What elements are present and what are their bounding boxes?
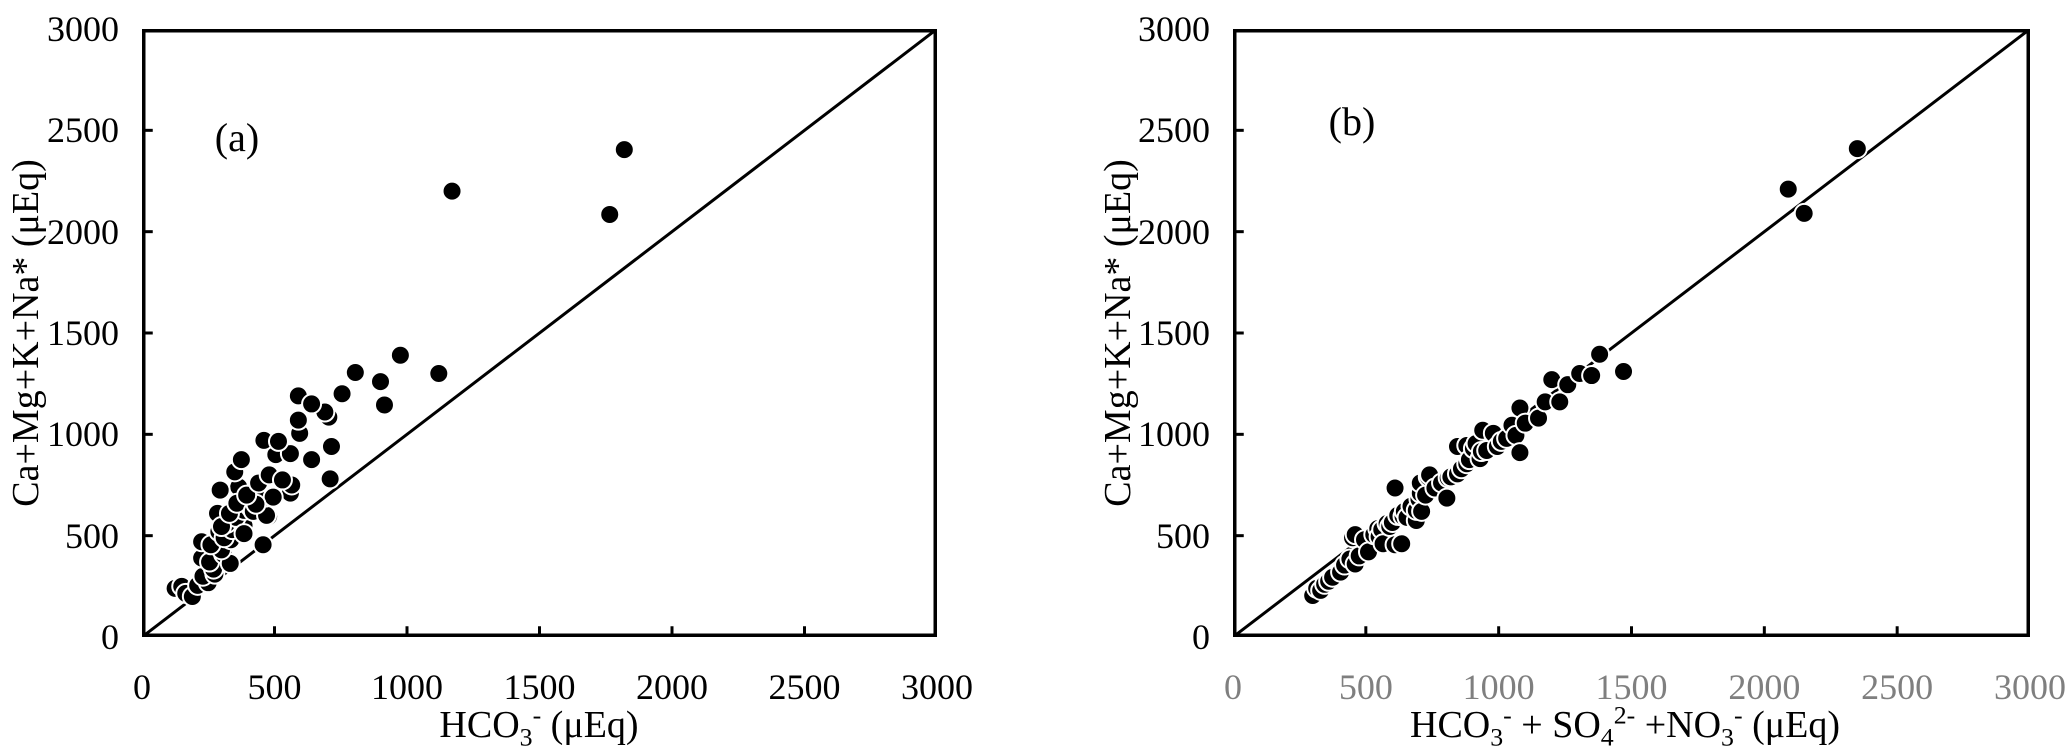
y-tick-label: 500 bbox=[65, 515, 119, 556]
x-tick-label: 3000 bbox=[901, 667, 973, 707]
panel-letter-a: (a) bbox=[214, 115, 260, 160]
y-tick-label: 1500 bbox=[47, 313, 119, 353]
data-point bbox=[1384, 477, 1406, 499]
formula-sup: - bbox=[1503, 700, 1512, 730]
x-tick-label: 500 bbox=[247, 667, 302, 707]
x-axis-title-a: HCO3- (μEq) bbox=[439, 702, 639, 749]
formula-sub: 4 bbox=[1600, 722, 1614, 749]
plot-area-b bbox=[1233, 29, 2030, 637]
y-tick-label: 3000 bbox=[47, 9, 119, 49]
data-point bbox=[233, 523, 255, 545]
y-tick-label: 2000 bbox=[1138, 211, 1210, 252]
x-tick-label: 2500 bbox=[1861, 667, 1934, 707]
data-point bbox=[320, 435, 342, 457]
formula-text: (μEq) bbox=[541, 704, 639, 746]
formula-sub: 3 bbox=[1721, 722, 1734, 749]
formula-sub: 3 bbox=[519, 722, 533, 749]
data-point bbox=[1581, 365, 1603, 387]
data-point bbox=[428, 363, 450, 385]
x-tick-label: 2000 bbox=[1728, 667, 1801, 707]
formula-sup: 2- bbox=[1613, 700, 1636, 730]
y-tick-label: 0 bbox=[101, 617, 119, 657]
formula-sup: - bbox=[1733, 700, 1743, 730]
x-tick-label: 0 bbox=[1224, 667, 1242, 707]
data-point bbox=[301, 449, 323, 471]
data-point bbox=[370, 371, 391, 393]
data-point bbox=[599, 203, 621, 225]
data-point bbox=[1613, 361, 1635, 383]
formula-text: HCO bbox=[439, 704, 520, 746]
x-tick-label: 1000 bbox=[1462, 667, 1535, 707]
x-axis-title-b: HCO3- + SO42- +NO3- (μEq) bbox=[1410, 702, 1840, 749]
formula-sub: 3 bbox=[1490, 722, 1504, 749]
data-point bbox=[1509, 442, 1531, 464]
formula-text: + SO bbox=[1511, 704, 1601, 746]
x-tick-label: 3000 bbox=[1994, 667, 2066, 707]
data-point bbox=[1793, 202, 1815, 224]
data-point bbox=[373, 394, 395, 416]
data-point bbox=[230, 449, 252, 471]
y-tick-label: 2000 bbox=[47, 211, 119, 252]
data-point bbox=[301, 393, 323, 415]
y-tick-label: 2500 bbox=[47, 110, 119, 151]
data-point bbox=[209, 479, 231, 501]
formula-sup: - bbox=[532, 700, 542, 730]
y-tick-label: 1500 bbox=[1138, 313, 1210, 353]
data-point bbox=[287, 409, 309, 431]
y-tick-label: 2500 bbox=[1138, 110, 1210, 151]
data-point bbox=[319, 468, 341, 490]
formula-text: (μEq) bbox=[1742, 704, 1840, 746]
data-point bbox=[1777, 178, 1799, 200]
y-tick-label: 1000 bbox=[1138, 414, 1210, 455]
formula-text: HCO bbox=[1410, 704, 1491, 746]
data-point bbox=[613, 139, 635, 161]
data-point bbox=[1549, 391, 1571, 413]
formula-text: +NO bbox=[1635, 704, 1722, 746]
data-point bbox=[271, 469, 293, 491]
y-tick-label: 0 bbox=[1192, 617, 1210, 657]
data-point bbox=[1589, 343, 1611, 365]
x-tick-label: 0 bbox=[133, 667, 151, 707]
data-point bbox=[1436, 487, 1458, 509]
x-tick-label: 1500 bbox=[503, 667, 576, 707]
plot-area-a bbox=[142, 29, 937, 637]
x-tick-label: 1000 bbox=[371, 667, 443, 707]
data-point bbox=[441, 180, 463, 202]
identity-line bbox=[142, 29, 937, 637]
x-tick-label: 2500 bbox=[768, 667, 841, 707]
data-point bbox=[1391, 533, 1413, 555]
y-tick-label: 3000 bbox=[1138, 9, 1210, 49]
panel-letter-b: (b) bbox=[1328, 99, 1376, 144]
data-point bbox=[344, 362, 366, 384]
data-point bbox=[389, 344, 411, 366]
x-tick-label: 1500 bbox=[1595, 667, 1668, 707]
y-tick-label: 1000 bbox=[47, 414, 119, 455]
data-point bbox=[262, 486, 284, 508]
data-point bbox=[252, 534, 274, 556]
data-point bbox=[331, 383, 353, 405]
data-point bbox=[267, 430, 289, 452]
y-tick-label: 500 bbox=[1156, 515, 1210, 556]
x-tick-label: 500 bbox=[1338, 667, 1393, 707]
x-tick-label: 2000 bbox=[636, 667, 708, 707]
data-point bbox=[1846, 138, 1868, 160]
